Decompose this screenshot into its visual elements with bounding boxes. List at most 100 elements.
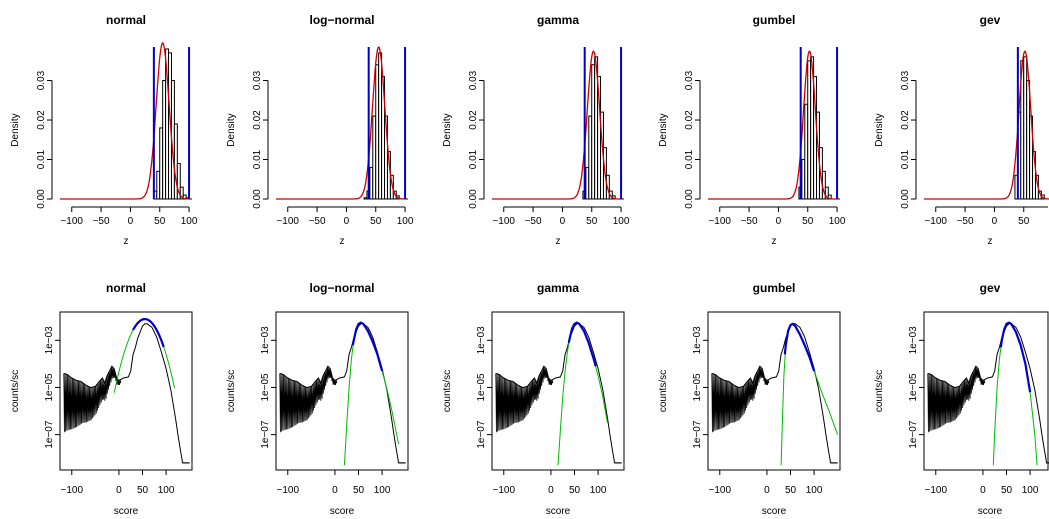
log-panel-2: gamma −100 0 50 100 score 1e−07 1e−05 1e−03 count… [442, 281, 625, 517]
x-axis-label: score [762, 506, 787, 517]
y-axis-label: counts/sc [226, 370, 237, 412]
histogram [1014, 56, 1045, 200]
plot-frame [59, 311, 193, 471]
y-axis-label: Density [10, 113, 21, 146]
x-axis-label: z [988, 236, 993, 247]
x-tick-label: 0 [332, 485, 338, 496]
plot-title: log−normal [309, 281, 374, 295]
y-axis: 1e−07 1e−05 1e−03 [44, 326, 60, 449]
y-tick-label: 1e−03 [44, 326, 55, 355]
x-axis: −100 −50 0 50 100 [60, 206, 198, 227]
x-tick-label: −100 [61, 485, 84, 496]
x-axis: −100 −50 0 50 100 [276, 206, 414, 227]
x-tick-label: 50 [785, 485, 797, 496]
hist-panel-1: log−normal −100 −50 0 50 100 z 0.00 0.01 0.02 0.03… [226, 13, 414, 247]
x-tick-label: −100 [276, 216, 299, 227]
plot-frame [923, 311, 1049, 471]
x-tick-label: −100 [492, 216, 515, 227]
y-tick-label: 0.01 [36, 149, 47, 169]
x-tick-label: 50 [137, 485, 149, 496]
plot-area [711, 322, 839, 466]
x-tick-label: −50 [957, 216, 974, 227]
plot-title: gamma [537, 13, 579, 27]
y-tick-label: 0.00 [36, 189, 47, 209]
x-axis-label: score [546, 506, 571, 517]
hist-panel-4: gev −100 −50 0 50 z 0.00 0.01 0.02 0.03 Density [874, 13, 1049, 247]
plot-title: gamma [537, 281, 579, 295]
y-tick-label: 1e−07 [44, 420, 55, 449]
x-tick-label: 100 [590, 485, 607, 496]
y-axis: 0.00 0.01 0.02 0.03 [684, 70, 701, 209]
hist-panel-0: normal −100 −50 0 50 100 z 0.00 0.01 0.02 0.03 Dens… [10, 13, 198, 247]
y-tick-label: 0.01 [468, 149, 479, 169]
y-tick-label: 1e−07 [260, 420, 271, 449]
x-axis: −100 0 50 100 [709, 470, 823, 496]
x-tick-label: 0 [128, 216, 134, 227]
fitted-model-line [557, 322, 608, 466]
histogram [798, 56, 832, 200]
plot-area [279, 321, 406, 466]
fitted-density-line [492, 50, 624, 200]
x-tick-label: 50 [370, 216, 382, 227]
plot-title: gev [980, 13, 1001, 27]
histogram [153, 48, 190, 200]
x-tick-label: −50 [309, 216, 326, 227]
y-axis-label: Density [874, 113, 885, 146]
y-tick-label: 0.00 [468, 189, 479, 209]
log-panel-3: gumbel −100 0 50 100 score 1e−07 1e−05 1e−03 coun… [658, 281, 841, 517]
x-tick-label: 0 [776, 216, 782, 227]
x-axis: −100 0 50 100 [277, 470, 391, 496]
observed-oscillation-line [279, 366, 338, 433]
plot-area [495, 321, 622, 466]
x-axis: −100 0 50 100 [61, 470, 175, 496]
histogram [582, 56, 616, 200]
plot-title: normal [106, 13, 146, 27]
y-tick-label: 0.02 [36, 110, 47, 130]
fitted-range-line [783, 322, 816, 372]
plot-frame [707, 311, 841, 471]
x-tick-label: 100 [158, 485, 175, 496]
y-tick-label: 0.01 [900, 149, 911, 169]
hist-bar [173, 123, 178, 200]
x-tick-label: 100 [613, 216, 630, 227]
observed-oscillation-line [63, 366, 122, 433]
x-axis-label: z [124, 236, 129, 247]
hist-bar [176, 162, 181, 200]
y-axis: 1e−07 1e−05 1e−03 [908, 326, 924, 449]
plot-frame [275, 311, 409, 471]
hist-panel-3: gumbel −100 −50 0 50 100 z 0.00 0.01 0.02 0.03 Dens… [658, 13, 846, 247]
y-tick-label: 1e−03 [476, 326, 487, 355]
fitted-density-line [708, 50, 840, 200]
y-tick-label: 0.02 [468, 110, 479, 130]
y-tick-label: 0.02 [684, 110, 695, 130]
y-axis-label: counts/sc [442, 370, 453, 412]
x-tick-label: 50 [802, 216, 814, 227]
x-tick-label: −100 [925, 485, 948, 496]
y-tick-label: 0.03 [900, 70, 911, 90]
x-axis: −100 −50 0 50 [924, 206, 1048, 227]
y-tick-label: 0.01 [684, 149, 695, 169]
y-tick-label: 0.03 [468, 70, 479, 90]
x-tick-label: −100 [708, 216, 731, 227]
x-axis: −100 −50 0 50 100 [708, 206, 846, 227]
hist-bar [389, 174, 394, 200]
x-tick-label: 50 [353, 485, 365, 496]
x-tick-label: −100 [60, 216, 83, 227]
fitted-model-line [113, 318, 176, 393]
x-axis-label: z [772, 236, 777, 247]
plot-title: gumbel [753, 281, 796, 295]
y-axis-label: Density [658, 113, 669, 146]
fitted-model-line [780, 323, 839, 466]
y-tick-label: 1e−03 [908, 326, 919, 355]
x-tick-label: 0 [116, 485, 122, 496]
plot-frame [491, 311, 625, 471]
hist-panel-2: gamma −100 −50 0 50 100 z 0.00 0.01 0.02 0.03 Densi… [442, 13, 630, 247]
y-tick-label: 0.02 [900, 110, 911, 130]
y-axis: 0.00 0.01 0.02 0.03 [36, 70, 53, 209]
x-axis: −100 −50 0 50 100 [492, 206, 630, 227]
x-axis-label: score [114, 506, 139, 517]
x-tick-label: 100 [181, 216, 198, 227]
y-axis: 1e−07 1e−05 1e−03 [476, 326, 492, 449]
y-tick-label: 1e−07 [692, 420, 703, 449]
